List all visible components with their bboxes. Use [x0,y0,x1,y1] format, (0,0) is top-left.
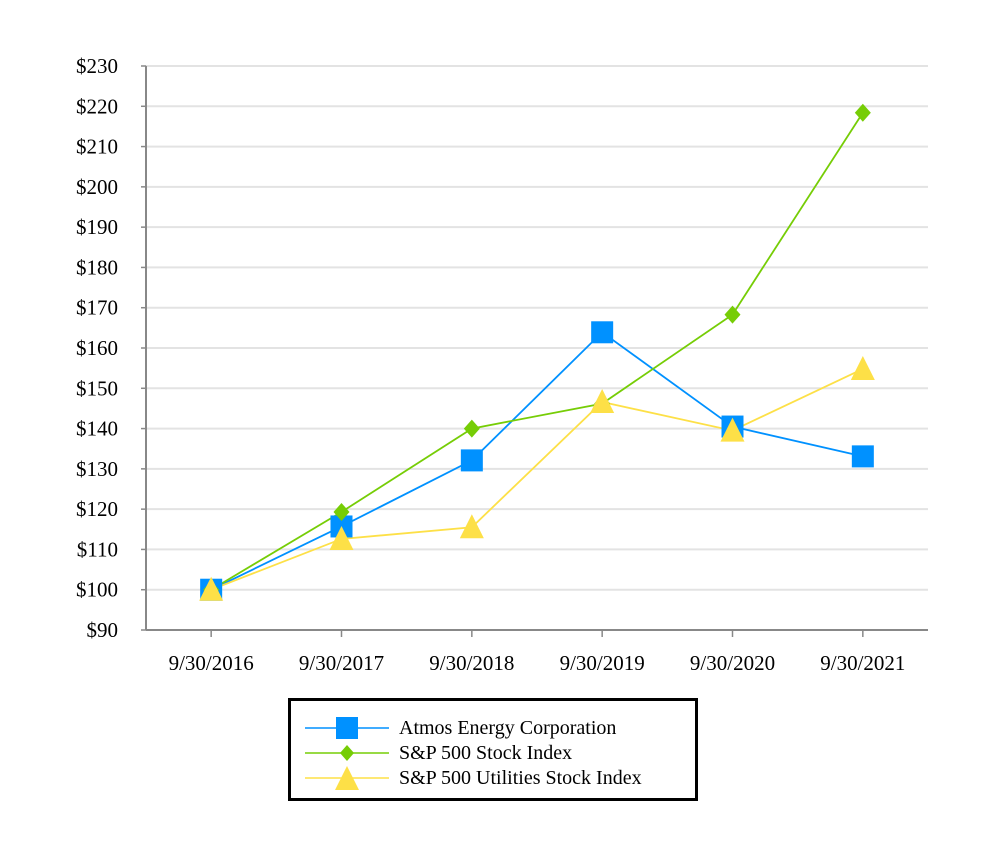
y-tick-label: $140 [76,417,118,441]
y-tick-label: $100 [76,578,118,602]
data-point-square [591,321,614,344]
data-point-triangle [590,388,615,413]
data-point-square [460,449,483,472]
series-line-2 [210,368,864,591]
x-tick-label: 9/30/2018 [429,651,514,675]
y-tick-label: $210 [76,135,118,159]
y-tick-label: $120 [76,497,118,521]
legend-triangle-marker-icon [305,766,389,790]
legend-label: S&P 500 Stock Index [399,741,573,764]
series-line-0 [210,331,864,591]
data-point-diamond [854,103,871,122]
legend-label: Atmos Energy Corporation [399,716,617,739]
y-tick-label: $160 [76,336,118,360]
y-tick-label: $220 [76,94,118,118]
data-point-triangle [720,417,745,442]
x-tick-label: 9/30/2020 [690,651,775,675]
series-line-1 [210,112,864,591]
legend-square-marker-icon [305,717,389,739]
legend-item-sp500: S&P 500 Stock Index [305,740,572,766]
y-tick-label: $150 [76,376,118,400]
legend-item-sp500-utilities: S&P 500 Utilities Stock Index [305,765,642,791]
data-point-square [851,445,874,468]
data-point-triangle [850,355,875,380]
legend-label: S&P 500 Utilities Stock Index [399,766,642,789]
data-point-triangle [199,576,224,601]
y-tick-label: $90 [87,618,119,642]
y-tick-label: $170 [76,296,118,320]
legend-diamond-marker-icon [305,745,389,761]
y-tick-label: $110 [77,537,118,561]
data-point-triangle [459,514,484,539]
data-point-diamond [724,305,741,324]
x-tick-label: 9/30/2021 [820,651,905,675]
legend: Atmos Energy Corporation S&P 500 Stock I… [288,698,698,801]
data-point-diamond [333,502,350,521]
y-tick-label: $190 [76,215,118,239]
x-tick-label: 9/30/2016 [169,651,254,675]
data-point-triangle [329,525,354,550]
legend-item-atmos: Atmos Energy Corporation [305,715,616,741]
y-tick-label: $130 [76,457,118,481]
x-tick-label: 9/30/2017 [299,651,384,675]
y-tick-label: $180 [76,255,118,279]
y-tick-label: $200 [76,175,118,199]
line-chart: $90 $100 $110 $120 $130 $140 $150 $160 $170 $180 $… [76,54,928,675]
data-point-diamond [463,419,480,438]
y-tick-label: $230 [76,54,118,78]
x-tick-label: 9/30/2019 [560,651,645,675]
